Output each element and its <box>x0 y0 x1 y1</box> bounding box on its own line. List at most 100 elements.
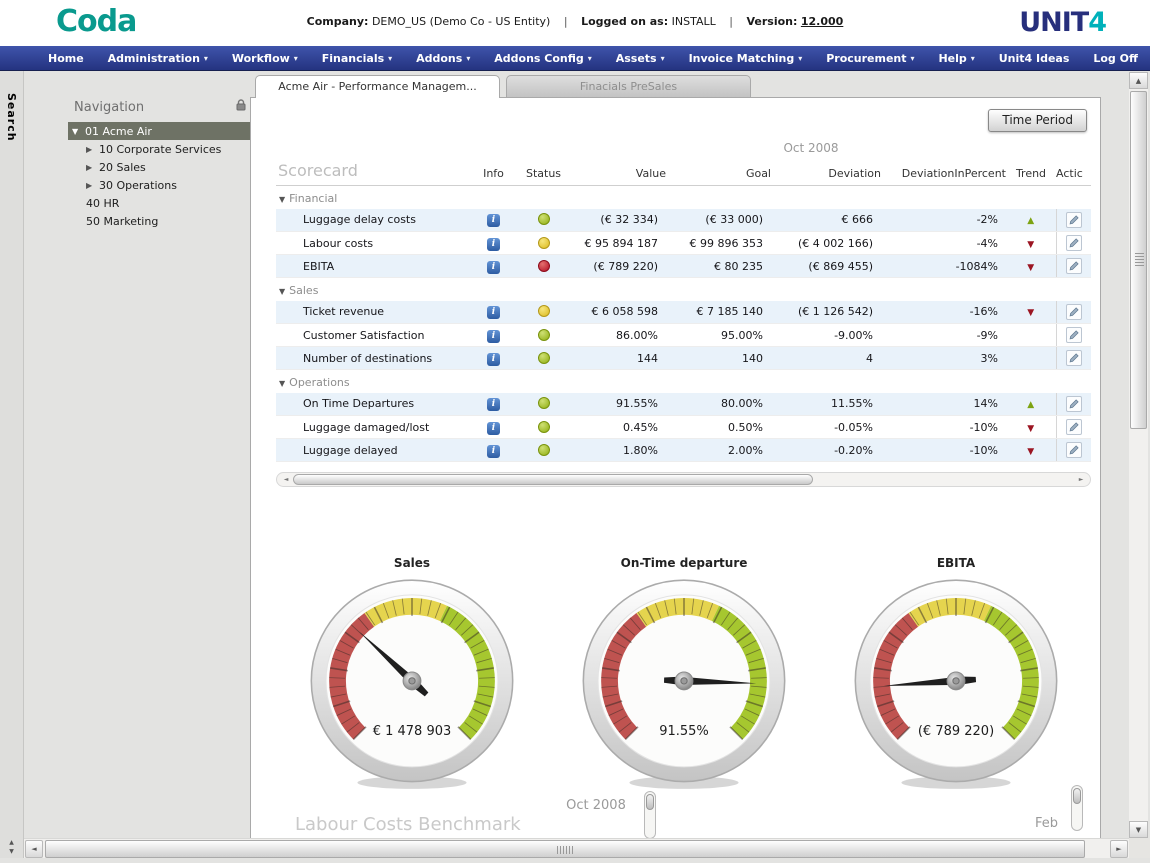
company-value: DEMO_US <box>371 15 427 28</box>
info-icon[interactable]: i <box>487 421 500 435</box>
info-icon[interactable]: i <box>487 237 500 251</box>
search-panel-tab[interactable]: Search <box>5 93 18 142</box>
chevron-down-icon: ▾ <box>587 53 592 63</box>
info-icon[interactable]: i <box>487 260 500 274</box>
caret-right-icon[interactable]: ▶ <box>86 144 93 154</box>
scrollbar-thumb[interactable] <box>1130 91 1147 429</box>
tree-item-10-corporate-services[interactable]: ▶ 10 Corporate Services <box>86 142 222 156</box>
scorecard-row[interactable]: Luggage damaged/lost i 0.45% 0.50% -0.05… <box>276 415 1091 439</box>
scorecard-row[interactable]: EBITA i (€ 789 220) € 80 235 (€ 869 455)… <box>276 254 1091 278</box>
menu-workflow[interactable]: Workflow ▾ <box>231 51 298 65</box>
menu-financials[interactable]: Financials ▾ <box>321 51 393 65</box>
scroll-right-icon[interactable]: ► <box>1078 476 1084 483</box>
scorecard-row[interactable]: On Time Departures i 91.55% 80.00% 11.55… <box>276 392 1091 416</box>
table-horizontal-scrollbar[interactable]: ◄ ► <box>276 472 1091 487</box>
section-header-operations[interactable]: ▼ Operations <box>279 376 350 390</box>
scroll-up-icon[interactable]: ▲ <box>9 839 14 846</box>
mini-vertical-scrollbar[interactable] <box>644 791 656 839</box>
caret-right-icon[interactable]: ▶ <box>86 162 93 172</box>
tree-item-40-hr[interactable]: 40 HR <box>86 196 120 210</box>
menu-addons-config[interactable]: Addons Config ▾ <box>494 51 592 65</box>
left-strip-scroll-buttons[interactable]: ▲ ▼ <box>0 838 24 858</box>
menu-invoice-matching[interactable]: Invoice Matching ▾ <box>688 51 803 65</box>
trend-icon: ▼ <box>1027 262 1035 273</box>
scroll-left-icon[interactable]: ◄ <box>283 476 289 483</box>
scroll-up-icon[interactable]: ▲ <box>1129 72 1148 89</box>
menu-help[interactable]: Help ▾ <box>938 51 975 65</box>
tab-financials-presales[interactable]: Finacials PreSales <box>506 75 751 97</box>
edit-icon[interactable] <box>1065 395 1082 412</box>
app-area: Search Navigation ▼ 01 Acme Air ▶ 10 Corpo… <box>0 71 1150 863</box>
info-icon[interactable]: i <box>487 444 500 458</box>
scorecard-row[interactable]: Number of destinations i 144 140 4 3% <box>276 346 1091 370</box>
scrollbar-thumb[interactable] <box>1073 788 1081 804</box>
section-header-sales[interactable]: ▼ Sales <box>279 284 319 298</box>
edit-icon[interactable] <box>1065 235 1082 251</box>
scorecard-header-row: Scorecard Info Status Value Goal Deviati… <box>276 159 1091 186</box>
edit-icon[interactable] <box>1065 303 1082 320</box>
scroll-left-icon[interactable]: ◄ <box>25 840 43 858</box>
menu-log-off[interactable]: Log Off <box>1093 51 1138 65</box>
menu-addons[interactable]: Addons ▾ <box>416 51 471 65</box>
chevron-down-icon: ▾ <box>203 53 208 63</box>
collapse-icon[interactable]: ▼ <box>279 195 286 205</box>
scorecard-area: Oct 2008 Scorecard Info Status Value Goa… <box>276 138 1091 462</box>
edit-icon[interactable] <box>1065 350 1082 366</box>
page-horizontal-scrollbar[interactable]: ◄ ► <box>24 838 1129 858</box>
scorecard-row[interactable]: Luggage delay costs i (€ 32 334) (€ 33 0… <box>276 208 1091 232</box>
logged-on-label: Logged on as: <box>581 15 669 28</box>
info-icon[interactable]: i <box>487 306 500 320</box>
menu-procurement[interactable]: Procurement ▾ <box>826 51 915 65</box>
tree-item-50-marketing[interactable]: 50 Marketing <box>86 214 159 228</box>
status-dot <box>537 236 550 249</box>
scroll-down-icon[interactable]: ▼ <box>9 848 14 855</box>
tab-performance-management[interactable]: Acme Air - Performance Managem... <box>255 75 500 98</box>
page-vertical-scrollbar[interactable]: ▲ ▼ <box>1129 72 1148 838</box>
edit-icon[interactable] <box>1065 442 1082 458</box>
scrollbar-thumb[interactable] <box>45 840 1085 858</box>
col-actions: Actic <box>1056 159 1091 186</box>
separator: | <box>563 15 568 28</box>
edit-icon[interactable] <box>1065 258 1082 274</box>
edit-icon[interactable] <box>1065 419 1082 435</box>
info-icon[interactable]: i <box>487 329 500 343</box>
menu-administration[interactable]: Administration ▾ <box>107 51 208 65</box>
scorecard-row[interactable]: Labour costs i € 95 894 187 € 99 896 353… <box>276 231 1091 255</box>
caret-right-icon[interactable]: ▶ <box>86 180 93 190</box>
info-icon[interactable]: i <box>487 214 500 228</box>
tree-item-20-sales[interactable]: ▶ 20 Sales <box>86 160 146 174</box>
coda-logo: Coda <box>56 4 137 39</box>
scorecard-row[interactable]: Customer Satisfaction i 86.00% 95.00% -9… <box>276 323 1091 347</box>
version-value[interactable]: 12.000 <box>800 15 844 28</box>
scorecard-period: Oct 2008 <box>783 141 839 155</box>
gauge-dial: € 1 478 903 <box>307 576 517 791</box>
info-icon[interactable]: i <box>487 352 500 366</box>
collapse-icon[interactable]: ▼ <box>279 379 286 389</box>
unit4-logo: UNIT4 <box>1019 7 1107 38</box>
time-period-button[interactable]: Time Period <box>988 109 1087 132</box>
scrollbar-thumb[interactable] <box>646 794 654 810</box>
scrollbar-thumb[interactable] <box>293 474 813 485</box>
collapse-icon[interactable]: ▼ <box>279 287 286 297</box>
status-dot <box>537 397 550 410</box>
document-tabs: Acme Air - Performance Managem... Finaci… <box>255 75 751 98</box>
menu-home[interactable]: Home <box>48 51 84 65</box>
info-icon[interactable]: i <box>487 398 500 412</box>
scroll-down-icon[interactable]: ▼ <box>1129 821 1148 838</box>
section-header-financial[interactable]: ▼ Financial <box>279 192 338 206</box>
scorecard-row[interactable]: Ticket revenue i € 6 058 598 € 7 185 140… <box>276 300 1091 324</box>
caret-down-icon[interactable]: ▼ <box>72 126 79 136</box>
menu-unit4-ideas[interactable]: Unit4 Ideas <box>998 51 1070 65</box>
edit-icon[interactable] <box>1065 327 1082 343</box>
scorecard-row[interactable]: Luggage delayed i 1.80% 2.00% -0.20% -10… <box>276 438 1091 462</box>
lock-icon[interactable] <box>236 99 246 115</box>
edit-icon[interactable] <box>1065 211 1082 228</box>
menu-assets[interactable]: Assets ▾ <box>615 51 665 65</box>
title-bar: Coda Company: DEMO_US (Demo Co - US Enti… <box>0 0 1150 46</box>
header-info: Company: DEMO_US (Demo Co - US Entity) |… <box>0 15 1150 28</box>
tree-item-30-operations[interactable]: ▶ 30 Operations <box>86 178 177 192</box>
tree-item-01-acme-air[interactable]: ▼ 01 Acme Air <box>68 122 250 140</box>
version-label: Version: <box>746 15 798 28</box>
scroll-right-icon[interactable]: ► <box>1110 840 1128 858</box>
mini-vertical-scrollbar[interactable] <box>1071 785 1083 831</box>
